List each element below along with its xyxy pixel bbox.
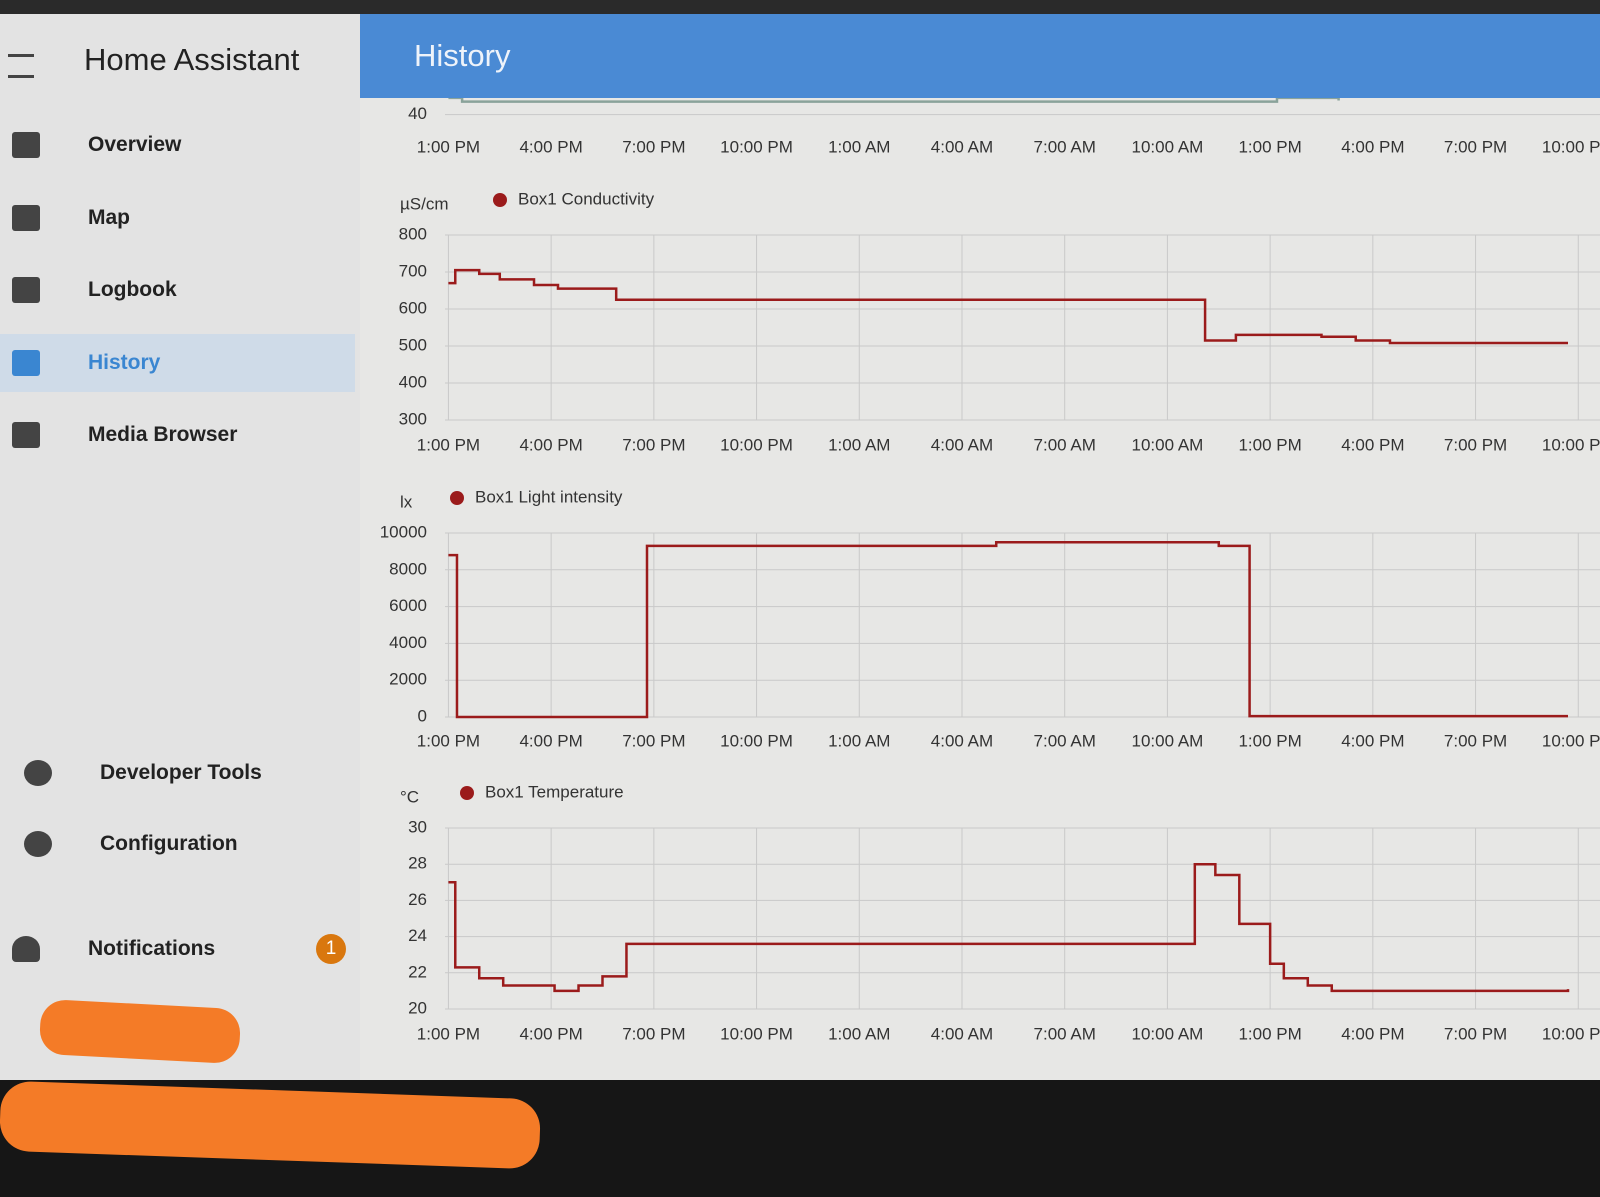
menu-label: Logbook xyxy=(88,278,177,301)
menu-item[interactable]: Map xyxy=(0,189,355,247)
redaction xyxy=(38,998,242,1065)
notifications[interactable]: Notifications 1 xyxy=(0,920,355,978)
app-title: Home Assistant xyxy=(84,42,300,77)
os-bar xyxy=(0,0,1600,14)
content xyxy=(360,98,1600,1080)
menu-label: History xyxy=(88,350,161,374)
menu-label: Overview xyxy=(88,133,182,156)
redaction xyxy=(0,1080,542,1170)
menu-label: Map xyxy=(88,205,130,229)
menu-item[interactable]: Logbook xyxy=(0,261,355,319)
sidebar: Home Assistant Notifications 1 Overview Ma… xyxy=(0,14,361,1080)
tool-item[interactable]: Developer Tools xyxy=(12,744,367,802)
tool-label: Developer Tools xyxy=(100,761,262,784)
taskbar xyxy=(0,1080,1600,1197)
menu-icon[interactable] xyxy=(8,54,34,78)
menu-item[interactable]: Media Browser xyxy=(0,406,355,464)
tool-item[interactable]: Configuration xyxy=(12,815,367,873)
badge: 1 xyxy=(316,934,346,964)
notifications-label: Notifications xyxy=(88,937,216,960)
menu-item[interactable]: History xyxy=(0,333,355,392)
menu-label: Media Browser xyxy=(88,423,238,446)
menu-item[interactable]: Overview xyxy=(0,116,355,174)
tool-label: Configuration xyxy=(100,832,238,855)
page-title: History xyxy=(414,38,511,73)
header: History xyxy=(360,14,1600,98)
